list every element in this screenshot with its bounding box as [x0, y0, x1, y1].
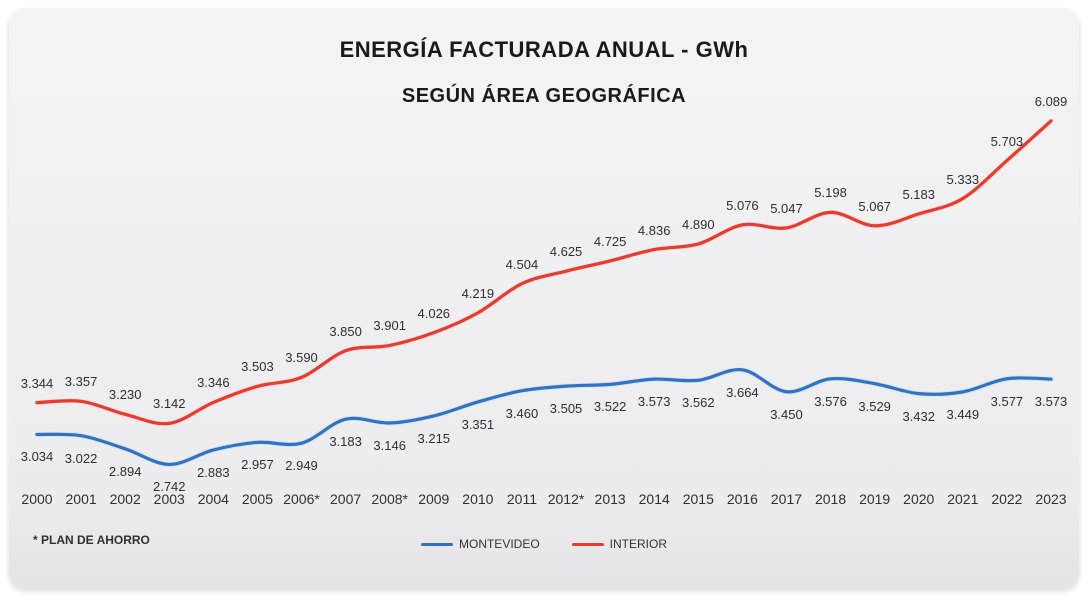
xaxis-label: 2002 — [110, 491, 141, 507]
xaxis-label: 2004 — [198, 491, 229, 507]
xaxis-label: 2016 — [727, 491, 758, 507]
data-label: 4.504 — [506, 257, 539, 272]
data-label: 5.076 — [726, 198, 759, 213]
data-label: 6.089 — [1035, 94, 1068, 109]
data-label: 4.625 — [550, 244, 583, 259]
data-label: 4.890 — [682, 217, 715, 232]
data-label: 3.346 — [197, 375, 230, 390]
data-label: 3.215 — [418, 431, 451, 446]
data-label: 3.503 — [241, 359, 274, 374]
data-label: 4.219 — [462, 286, 495, 301]
xaxis-label: 2010 — [462, 491, 493, 507]
legend-item-montevideo: MONTEVIDEO — [421, 537, 540, 551]
data-label: 3.901 — [373, 318, 406, 333]
data-label: 3.505 — [550, 401, 583, 416]
data-label: 3.357 — [65, 374, 98, 389]
xaxis-label: 2022 — [991, 491, 1022, 507]
xaxis-label: 2008* — [371, 491, 408, 507]
legend: MONTEVIDEO INTERIOR — [9, 537, 1079, 551]
data-label: 3.449 — [947, 407, 980, 422]
data-label: 2.883 — [197, 465, 230, 480]
data-label: 3.142 — [153, 396, 186, 411]
data-label: 3.850 — [329, 324, 362, 339]
data-label: 5.067 — [858, 199, 891, 214]
data-label: 4.836 — [638, 223, 671, 238]
data-label: 2.949 — [285, 458, 318, 473]
data-label: 3.529 — [858, 399, 891, 414]
data-label: 3.664 — [726, 385, 759, 400]
data-label: 5.183 — [902, 187, 935, 202]
chart-card: ENERGÍA FACTURADA ANUAL - GWh SEGÚN ÁREA… — [9, 9, 1079, 589]
data-label: 3.146 — [373, 438, 406, 453]
data-label: 4.026 — [418, 306, 451, 321]
xaxis-label: 2021 — [947, 491, 978, 507]
data-label: 3.460 — [506, 406, 539, 421]
data-label: 3.183 — [329, 434, 362, 449]
data-label: 4.725 — [594, 234, 627, 249]
xaxis-label: 2006* — [283, 491, 320, 507]
data-label: 5.047 — [770, 201, 803, 216]
data-label: 5.333 — [947, 172, 980, 187]
data-label: 3.576 — [814, 394, 847, 409]
legend-label-montevideo: MONTEVIDEO — [459, 537, 540, 551]
data-label: 3.034 — [21, 449, 54, 464]
data-label: 2.742 — [153, 479, 186, 494]
data-label: 2.894 — [109, 464, 142, 479]
xaxis-label: 2005 — [242, 491, 273, 507]
data-label: 3.577 — [991, 394, 1024, 409]
legend-swatch-interior — [572, 543, 604, 546]
data-label: 3.590 — [285, 350, 318, 365]
xaxis-label: 2013 — [595, 491, 626, 507]
xaxis-label: 2001 — [66, 491, 97, 507]
legend-item-interior: INTERIOR — [572, 537, 667, 551]
plot-area: 2000200120022003200420052006*20072008*20… — [25, 79, 1063, 519]
data-label: 5.703 — [991, 134, 1024, 149]
xaxis-label: 2009 — [418, 491, 449, 507]
data-label: 3.573 — [1035, 394, 1068, 409]
xaxis-label: 2015 — [683, 491, 714, 507]
data-label: 2.957 — [241, 457, 274, 472]
xaxis-label: 2017 — [771, 491, 802, 507]
data-label: 3.022 — [65, 451, 98, 466]
data-label: 3.230 — [109, 387, 142, 402]
xaxis-label: 2011 — [507, 491, 537, 507]
data-label: 3.450 — [770, 407, 803, 422]
data-label: 3.562 — [682, 395, 715, 410]
legend-label-interior: INTERIOR — [610, 537, 667, 551]
data-label: 3.432 — [902, 409, 935, 424]
xaxis-label: 2020 — [903, 491, 934, 507]
xaxis-label: 2014 — [639, 491, 670, 507]
data-label: 3.573 — [638, 394, 671, 409]
plot-svg — [25, 79, 1063, 519]
data-label: 3.351 — [462, 417, 495, 432]
xaxis-label: 2019 — [859, 491, 890, 507]
xaxis-label: 2023 — [1035, 491, 1066, 507]
xaxis-label: 2007 — [330, 491, 361, 507]
data-label: 5.198 — [814, 185, 847, 200]
chart-title-main: ENERGÍA FACTURADA ANUAL - GWh — [9, 9, 1079, 63]
xaxis-label: 2000 — [21, 491, 52, 507]
data-label: 3.522 — [594, 399, 627, 414]
data-label: 3.344 — [21, 376, 54, 391]
xaxis-label: 2018 — [815, 491, 846, 507]
legend-swatch-montevideo — [421, 543, 453, 546]
xaxis-label: 2012* — [548, 491, 585, 507]
